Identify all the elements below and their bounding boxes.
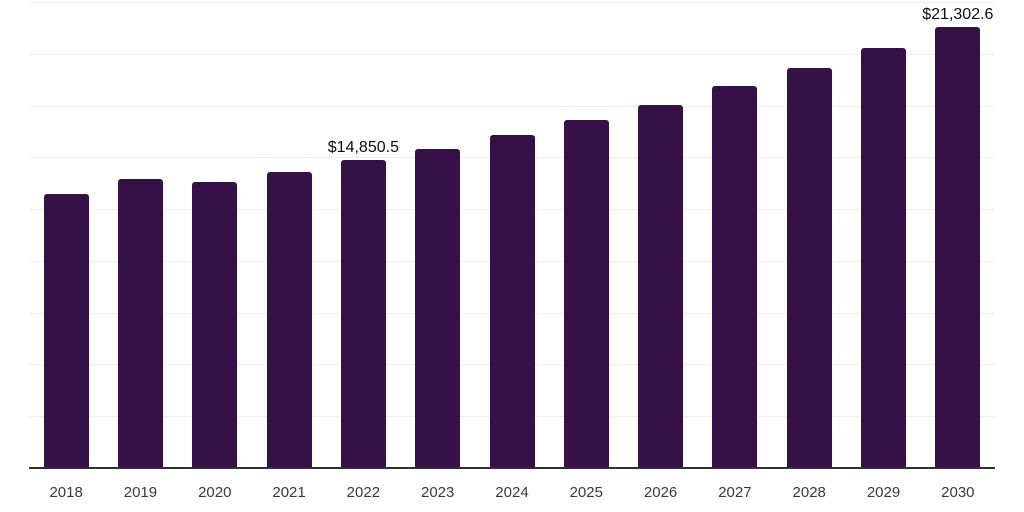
x-tick-label-2019: 2019 <box>123 484 158 501</box>
x-tick-label-2029: 2029 <box>866 484 901 501</box>
gridline <box>29 2 995 3</box>
value-label-2030: $21,302.6 <box>922 5 994 23</box>
x-tick-label-2021: 2021 <box>272 484 306 501</box>
gridline <box>29 105 995 107</box>
bar-2027[interactable] <box>712 85 758 468</box>
x-tick-label-2028: 2028 <box>792 484 826 501</box>
bar-2018[interactable] <box>43 193 89 468</box>
value-label-2022: $14,850.5 <box>327 139 399 157</box>
x-tick-label-2026: 2026 <box>643 484 678 501</box>
x-tick-label-2027: 2027 <box>718 484 752 501</box>
x-tick-label-2022: 2022 <box>346 484 381 501</box>
bar-2020[interactable] <box>192 182 238 468</box>
bar-2024[interactable] <box>489 134 535 468</box>
bar-2026[interactable] <box>638 104 684 468</box>
gridline <box>29 53 995 55</box>
x-tick-label-2020: 2020 <box>198 484 232 501</box>
bar-2022[interactable] <box>340 160 386 468</box>
x-tick-label-2025: 2025 <box>569 484 603 501</box>
x-tick-label-2018: 2018 <box>49 484 83 501</box>
bar-2021[interactable] <box>266 171 312 468</box>
x-tick-label-2023: 2023 <box>420 484 455 501</box>
bar-2019[interactable] <box>117 179 163 468</box>
bar-2028[interactable] <box>786 68 832 468</box>
x-tick-label-2024: 2024 <box>495 484 529 501</box>
x-axis-line <box>29 467 995 469</box>
bar-2029[interactable] <box>861 47 907 468</box>
x-tick-label-2030: 2030 <box>941 484 975 501</box>
bar-2025[interactable] <box>563 120 609 468</box>
bar-2030[interactable] <box>935 26 981 468</box>
bar-2023[interactable] <box>415 149 461 468</box>
